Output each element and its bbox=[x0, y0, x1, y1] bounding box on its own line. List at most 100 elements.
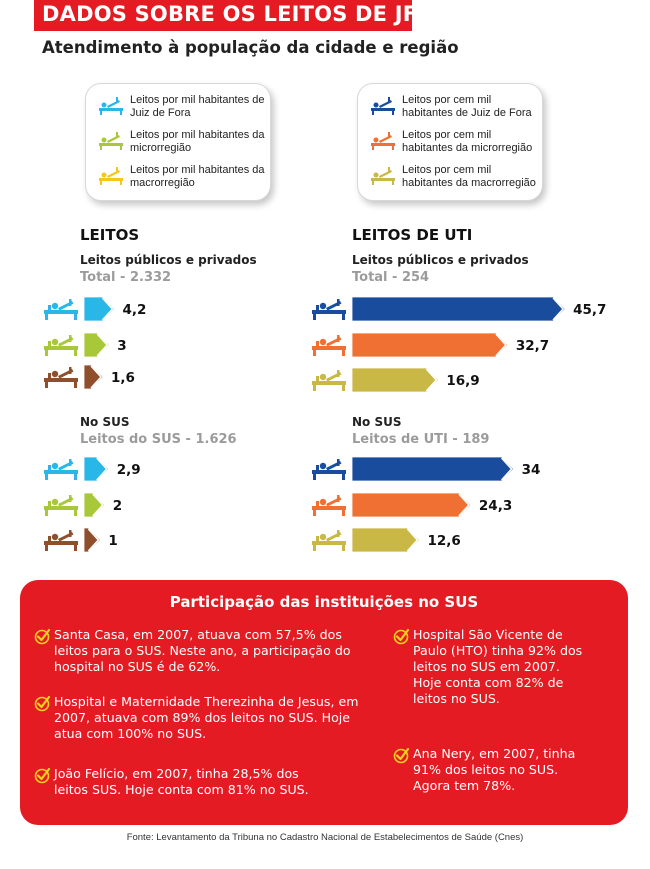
bar bbox=[351, 456, 515, 482]
bed-icon bbox=[44, 459, 78, 480]
data-label: 1 bbox=[108, 533, 117, 549]
source-note: Fonte: Levantamento da Tribuna no Cadast… bbox=[126, 832, 524, 843]
sus-item-text: Hospital São Vicente de Paulo (HTO) tinh… bbox=[413, 627, 583, 706]
bed-icon bbox=[99, 97, 123, 115]
bar-tip-accent bbox=[96, 333, 109, 357]
uti-group1-total: Total - 254 bbox=[352, 270, 430, 285]
legend-item: Leitos por mil habitantes de Juiz de For… bbox=[98, 94, 266, 120]
bed-icon bbox=[44, 495, 78, 516]
bed-icon bbox=[312, 370, 346, 391]
bed-icon bbox=[312, 299, 346, 320]
bed-icon bbox=[44, 367, 78, 388]
bar-tip-accent bbox=[458, 493, 471, 517]
bed-icon bbox=[99, 132, 123, 150]
data-label: 34 bbox=[522, 462, 541, 478]
check-icon bbox=[34, 767, 51, 784]
bar-tip-accent bbox=[101, 297, 114, 321]
data-label: 3 bbox=[117, 338, 126, 354]
bed-icon bbox=[44, 530, 78, 551]
sus-participation-box: Participação das instituições no SUS San… bbox=[20, 580, 628, 825]
data-label: 32,7 bbox=[516, 338, 549, 354]
list-item: Hospital São Vicente de Paulo (HTO) tinh… bbox=[392, 627, 592, 707]
legend-label: Leitos por cem mil habitantes da macrorr… bbox=[402, 164, 536, 189]
check-icon bbox=[393, 747, 410, 764]
bar bbox=[351, 296, 566, 322]
bar bbox=[351, 492, 472, 518]
bed-charts: 4,2 3 1,6 2,9 2 1 45,7 32,7 16,9 34 24,3 12,6 bbox=[44, 296, 606, 553]
list-item: Hospital e Maternidade Therezinha de Jes… bbox=[33, 694, 363, 742]
page-title: DADOS SOBRE OS LEITOS DE JF bbox=[42, 2, 418, 26]
bar bbox=[351, 332, 509, 358]
data-label: 4,2 bbox=[122, 302, 146, 318]
sus-item-text: Hospital e Maternidade Therezinha de Jes… bbox=[54, 694, 359, 741]
data-label: 12,6 bbox=[427, 533, 460, 549]
bed-icon bbox=[99, 167, 123, 185]
data-label: 1,6 bbox=[111, 370, 135, 386]
bar bbox=[83, 456, 110, 482]
legend-label: Leitos por cem mil habitantes da microrr… bbox=[402, 129, 533, 154]
bar-tip-accent bbox=[92, 493, 104, 517]
bar-tip-accent bbox=[406, 528, 419, 552]
list-item: Ana Nery, em 2007, tinha 91% dos leitos … bbox=[392, 746, 592, 794]
data-label: 45,7 bbox=[573, 302, 606, 318]
sus-item-text: Santa Casa, em 2007, atuava com 57,5% do… bbox=[54, 627, 351, 674]
legend-right: Leitos por cem mil habitantes de Juiz de… bbox=[357, 83, 543, 201]
title-bar bbox=[34, 0, 412, 31]
legend-item: Leitos por mil habitantes da microrregiã… bbox=[98, 129, 266, 155]
list-item: João Felício, em 2007, tinha 28,5% dos l… bbox=[33, 766, 333, 798]
bed-icon bbox=[371, 167, 395, 185]
check-icon bbox=[34, 628, 51, 645]
bar bbox=[351, 367, 439, 393]
bar-tip-accent bbox=[552, 297, 565, 321]
bed-icon bbox=[44, 299, 78, 320]
legend-item: Leitos por cem mil habitantes da macrorr… bbox=[370, 164, 538, 190]
sus-item-text: Ana Nery, em 2007, tinha 91% dos leitos … bbox=[413, 746, 576, 793]
bar-tip-accent bbox=[96, 457, 108, 481]
legend-item: Leitos por cem mil habitantes da microrr… bbox=[370, 129, 538, 155]
uti-group1-label: Leitos públicos e privados bbox=[352, 253, 529, 267]
bed-icon bbox=[312, 495, 346, 516]
legend-left: Leitos por mil habitantes de Juiz de For… bbox=[85, 83, 271, 201]
uti-heading: LEITOS DE UTI bbox=[352, 226, 473, 244]
bed-icon bbox=[312, 459, 346, 480]
check-icon bbox=[393, 628, 410, 645]
uti-group2-label: No SUS bbox=[352, 415, 402, 429]
bar-tip-accent bbox=[87, 528, 100, 552]
bed-icon bbox=[371, 132, 395, 150]
data-label: 24,3 bbox=[479, 498, 512, 514]
check-icon bbox=[34, 695, 51, 712]
data-label: 16,9 bbox=[446, 373, 479, 389]
page-subtitle: Atendimento à população da cidade e regi… bbox=[42, 38, 459, 57]
leitos-heading: LEITOS bbox=[80, 226, 140, 244]
bar bbox=[83, 364, 104, 390]
leitos-group1-label: Leitos públicos e privados bbox=[80, 253, 257, 267]
bar-tip-accent bbox=[425, 368, 438, 392]
legend-item: Leitos por cem mil habitantes de Juiz de… bbox=[370, 94, 538, 120]
sus-box-title: Participação das instituições no SUS bbox=[169, 593, 479, 611]
bar bbox=[83, 492, 106, 518]
legend-label: Leitos por mil habitantes de Juiz de For… bbox=[130, 94, 265, 119]
bar-tip-accent bbox=[90, 365, 103, 389]
bed-icon bbox=[44, 335, 78, 356]
bed-icon bbox=[312, 335, 346, 356]
legend-label: Leitos por cem mil habitantes de Juiz de… bbox=[402, 94, 532, 119]
uti-group2-total: Leitos de UTI - 189 bbox=[352, 432, 490, 447]
legend-label: Leitos por mil habitantes da microrregiã… bbox=[130, 129, 265, 154]
leitos-group2-label: No SUS bbox=[80, 415, 130, 429]
legend-item: Leitos por mil habitantes da macrorregiã… bbox=[98, 164, 266, 190]
legend-label: Leitos por mil habitantes da macrorregiã… bbox=[130, 164, 265, 189]
bar bbox=[83, 527, 101, 553]
sus-item-text: João Felício, em 2007, tinha 28,5% dos l… bbox=[54, 766, 309, 797]
bar-tip-accent bbox=[495, 333, 507, 357]
list-item: Santa Casa, em 2007, atuava com 57,5% do… bbox=[33, 627, 363, 675]
bar bbox=[351, 527, 421, 553]
data-label: 2 bbox=[113, 498, 122, 514]
bed-icon bbox=[371, 97, 395, 115]
bar bbox=[83, 332, 110, 358]
bed-icon bbox=[312, 530, 346, 551]
bar-tip-accent bbox=[501, 457, 513, 481]
data-label: 2,9 bbox=[117, 462, 141, 478]
leitos-group1-total: Total - 2.332 bbox=[80, 270, 172, 285]
bar bbox=[83, 296, 116, 322]
leitos-group2-total: Leitos do SUS - 1.626 bbox=[80, 432, 237, 447]
